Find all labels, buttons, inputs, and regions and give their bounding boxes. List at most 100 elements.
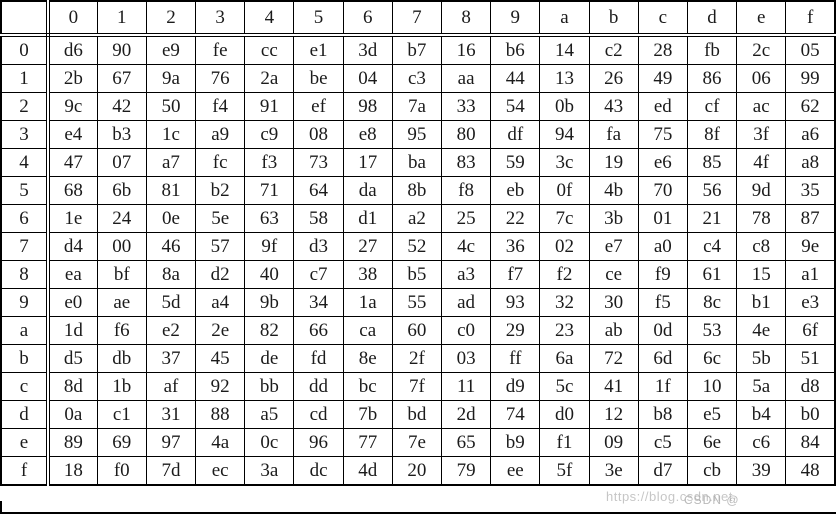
- data-cell: 35: [785, 176, 836, 205]
- data-cell: df: [490, 120, 541, 149]
- data-cell: cf: [686, 92, 738, 121]
- data-cell: 20: [391, 456, 443, 486]
- data-cell: 6e: [686, 428, 738, 457]
- table-row: 7 d4 00 46 57 9f d3 27 52 4c 36 02 e7 a0 c4 c8 9e: [0, 232, 836, 261]
- data-cell: 92: [195, 372, 246, 401]
- data-cell: a8: [785, 148, 836, 177]
- data-cell: 47: [47, 148, 98, 177]
- data-cell: b5: [391, 260, 443, 289]
- row-header-cell: 0: [0, 34, 50, 65]
- data-cell: ec: [195, 456, 246, 486]
- data-cell: d8: [785, 372, 836, 401]
- data-cell: 0a: [47, 400, 98, 429]
- data-cell: 50: [145, 92, 197, 121]
- data-cell: de: [244, 344, 295, 373]
- col-header-cell: c: [637, 0, 688, 37]
- data-cell: b2: [195, 176, 246, 205]
- data-cell: c8: [736, 232, 787, 261]
- data-cell: e3: [785, 288, 836, 317]
- data-cell: a6: [785, 120, 836, 149]
- data-cell: f3: [244, 148, 295, 177]
- data-cell: 3e: [588, 456, 639, 486]
- data-cell: e1: [293, 34, 344, 65]
- data-cell: c7: [293, 260, 344, 289]
- data-cell: d5: [47, 344, 98, 373]
- data-cell: 88: [195, 400, 246, 429]
- table-row: f 18 f0 7d ec 3a dc 4d 20 79 ee 5f 3e d7 cb 39 48: [0, 456, 836, 486]
- data-cell: 41: [588, 372, 639, 401]
- row-header-cell: c: [0, 372, 50, 401]
- row-header-cell: 5: [0, 176, 50, 205]
- data-cell: 2a: [244, 64, 295, 93]
- data-cell: 5b: [736, 344, 787, 373]
- data-cell: fb: [686, 34, 738, 65]
- data-cell: 26: [588, 64, 639, 93]
- data-cell: db: [96, 344, 147, 373]
- data-cell: 0f: [539, 176, 590, 205]
- data-cell: 7e: [391, 428, 443, 457]
- data-cell: f7: [490, 260, 541, 289]
- data-cell: c5: [637, 428, 688, 457]
- col-header-cell: 8: [440, 0, 492, 37]
- data-cell: c6: [736, 428, 787, 457]
- data-cell: ab: [588, 316, 639, 345]
- data-cell: 21: [686, 204, 738, 233]
- data-cell: d2: [195, 260, 246, 289]
- data-cell: 31: [145, 400, 197, 429]
- row-header-cell: 1: [0, 64, 50, 93]
- row-header-cell: 7: [0, 232, 50, 261]
- data-cell: 45: [195, 344, 246, 373]
- data-cell: 8e: [342, 344, 393, 373]
- data-cell: 94: [539, 120, 590, 149]
- data-cell: c3: [391, 64, 443, 93]
- data-cell: 42: [96, 92, 147, 121]
- data-cell: 72: [588, 344, 639, 373]
- data-cell: 4e: [736, 316, 787, 345]
- row-header-cell: 9: [0, 288, 50, 317]
- data-cell: 7d: [145, 456, 197, 486]
- data-cell: 30: [588, 288, 639, 317]
- table-row: 3 e4 b3 1c a9 c9 08 e8 95 80 df 94 fa 75 8f 3f a6: [0, 120, 836, 149]
- data-cell: d1: [342, 204, 393, 233]
- data-cell: 93: [490, 288, 541, 317]
- row-header-cell: 2: [0, 92, 50, 121]
- data-cell: ff: [490, 344, 541, 373]
- data-cell: 9e: [785, 232, 836, 261]
- data-cell: 69: [96, 428, 147, 457]
- data-cell: 28: [637, 34, 688, 65]
- data-cell: 8d: [47, 372, 98, 401]
- data-cell: 07: [96, 148, 147, 177]
- data-cell: 85: [686, 148, 738, 177]
- data-cell: e8: [342, 120, 393, 149]
- data-cell: 43: [588, 92, 639, 121]
- data-cell: e6: [637, 148, 688, 177]
- data-cell: fd: [293, 344, 344, 373]
- data-cell: ef: [293, 92, 344, 121]
- data-cell: aa: [440, 64, 492, 93]
- data-cell: 01: [637, 204, 688, 233]
- data-cell: 29: [490, 316, 541, 345]
- data-cell: 53: [686, 316, 738, 345]
- row-header-cell: d: [0, 400, 50, 429]
- data-cell: 32: [539, 288, 590, 317]
- data-cell: 17: [342, 148, 393, 177]
- table-body: 0 d6 90 e9 fe cc e1 3d b7 16 b6 14 c2 28 fb 2c 05 1 2b 67 9a…: [0, 34, 836, 486]
- table-row: 1 2b 67 9a 76 2a be 04 c3 aa 44 13 26 49 86 06 99: [0, 64, 836, 93]
- data-cell: 65: [440, 428, 492, 457]
- data-cell: f2: [539, 260, 590, 289]
- data-cell: 7a: [391, 92, 443, 121]
- data-cell: a1: [785, 260, 836, 289]
- data-cell: a9: [195, 120, 246, 149]
- data-cell: 55: [391, 288, 443, 317]
- data-cell: 2c: [736, 34, 787, 65]
- data-cell: f5: [637, 288, 688, 317]
- data-cell: 87: [785, 204, 836, 233]
- data-cell: b6: [490, 34, 541, 65]
- col-header-cell: 3: [195, 0, 246, 37]
- table-row: 2 9c 42 50 f4 91 ef 98 7a 33 54 0b 43 ed cf ac 62: [0, 92, 836, 121]
- data-cell: 33: [440, 92, 492, 121]
- data-cell: 73: [293, 148, 344, 177]
- data-cell: 9c: [47, 92, 98, 121]
- data-cell: eb: [490, 176, 541, 205]
